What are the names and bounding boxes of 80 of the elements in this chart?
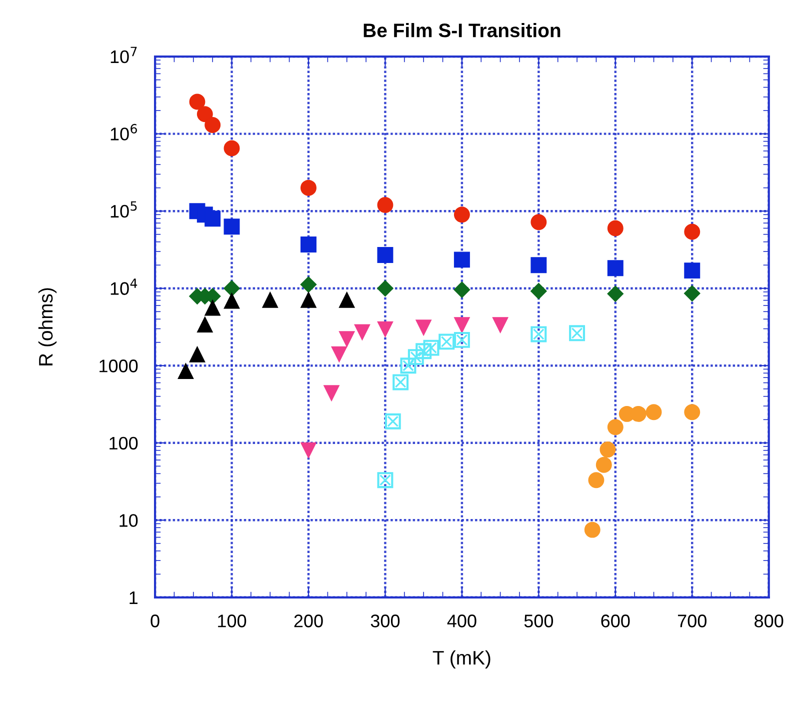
point — [384, 413, 401, 430]
chart-title: Be Film S-I Transition — [364, 23, 560, 38]
point — [178, 363, 194, 380]
y-tick-label: 10$^{5}$ — [110, 201, 137, 218]
x-tick-label: 700 — [678, 614, 706, 628]
point — [530, 257, 547, 274]
x-axis-title: T (mK) — [432, 650, 490, 668]
point — [596, 456, 612, 473]
x-tick-label: 500 — [524, 614, 554, 628]
point — [454, 332, 470, 348]
y-tick-label: 10 — [120, 514, 138, 527]
point — [204, 300, 221, 316]
point — [530, 214, 547, 230]
point — [684, 262, 700, 279]
point — [454, 317, 470, 334]
point — [300, 292, 316, 308]
x-tick-label: 800 — [754, 614, 784, 628]
y-tick-label: 1 — [130, 592, 138, 604]
y-tick-label: 100 — [110, 436, 138, 450]
point — [324, 385, 340, 402]
point — [377, 247, 394, 264]
point — [392, 374, 409, 390]
point — [224, 218, 240, 235]
x-tick-label: 200 — [294, 614, 323, 628]
y-tick-label: 10$^{4}$ — [110, 278, 138, 295]
point — [492, 317, 508, 334]
point — [377, 321, 394, 338]
point — [408, 349, 424, 366]
point — [377, 196, 394, 213]
point — [354, 324, 370, 340]
point — [530, 326, 547, 342]
point — [684, 224, 700, 240]
point — [338, 292, 355, 308]
point — [584, 522, 600, 538]
y-tick-label: 1000 — [100, 360, 138, 372]
point — [646, 404, 662, 420]
point — [204, 117, 221, 134]
y-axis-title: R (ohms) — [38, 288, 57, 366]
point — [416, 320, 432, 336]
point — [204, 210, 221, 227]
point — [338, 331, 355, 348]
point — [600, 442, 616, 458]
point — [454, 252, 470, 268]
point — [331, 346, 348, 362]
point — [196, 316, 213, 333]
point — [607, 419, 624, 436]
x-tick-label: 100 — [218, 614, 246, 628]
point — [189, 94, 206, 110]
point — [224, 280, 240, 297]
point — [438, 334, 455, 350]
point — [189, 346, 206, 362]
point — [454, 282, 470, 298]
point — [416, 343, 432, 360]
y-tick-label: 10$^{6}$ — [110, 124, 137, 140]
x-tick-label: 400 — [447, 614, 476, 628]
point — [607, 260, 624, 276]
point — [377, 280, 394, 297]
point — [684, 404, 700, 420]
point — [607, 220, 624, 236]
point — [300, 276, 317, 293]
x-tick-label: 0 — [150, 614, 160, 628]
point — [224, 140, 240, 156]
point — [454, 206, 470, 223]
point — [569, 325, 586, 342]
point — [588, 472, 604, 488]
point — [262, 292, 278, 308]
point — [530, 282, 547, 300]
x-tick-label: 300 — [370, 614, 400, 628]
y-tick-label: 10$^{7}$ — [110, 46, 137, 64]
point — [400, 358, 416, 374]
point — [300, 442, 316, 458]
point — [607, 286, 624, 302]
point — [224, 292, 240, 309]
point — [300, 236, 316, 252]
point — [684, 285, 700, 302]
point — [423, 340, 440, 356]
point — [196, 106, 213, 122]
x-tick-label: 600 — [601, 614, 630, 628]
point — [377, 472, 394, 488]
point — [300, 180, 316, 196]
